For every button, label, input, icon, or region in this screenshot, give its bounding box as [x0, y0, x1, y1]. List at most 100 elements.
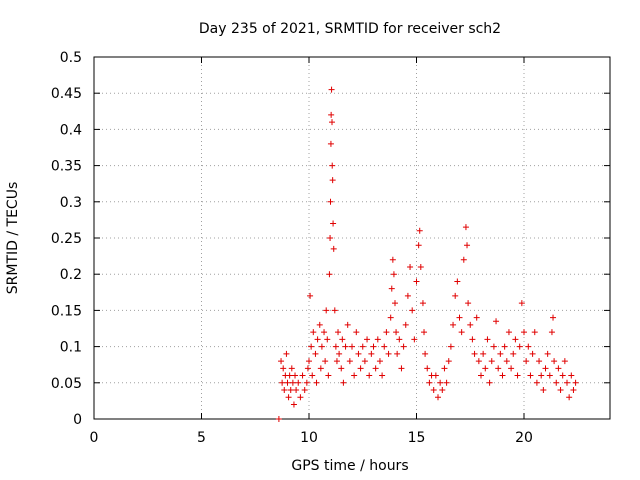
data-point: [568, 372, 575, 379]
plot-area: [93, 56, 611, 420]
data-point: [327, 140, 334, 147]
data-point: [279, 379, 286, 386]
data-point: [561, 358, 568, 365]
data-point: [462, 224, 469, 231]
data-point: [292, 372, 299, 379]
data-point: [454, 278, 461, 285]
data-point: [370, 343, 377, 350]
data-point: [336, 350, 343, 357]
data-point: [464, 242, 471, 249]
data-point: [443, 379, 450, 386]
data-point: [441, 365, 448, 372]
data-point: [469, 336, 476, 343]
data-point: [564, 379, 570, 386]
data-point: [331, 307, 338, 314]
data-point: [475, 358, 482, 365]
data-point: [411, 336, 418, 343]
data-point: [329, 162, 336, 169]
gridlines: [94, 57, 610, 419]
data-point: [310, 329, 317, 336]
data-point: [390, 271, 397, 278]
data-point: [295, 379, 302, 386]
x-tick-label: 15: [408, 430, 426, 446]
data-point: [327, 235, 334, 241]
data-point: [361, 358, 368, 365]
data-point: [432, 372, 439, 379]
data-point: [430, 387, 437, 394]
data-point: [409, 307, 416, 314]
plot-frame: [93, 56, 611, 420]
data-point: [327, 198, 334, 205]
data-point: [338, 365, 345, 372]
data-point: [288, 365, 295, 372]
data-point: [318, 343, 325, 350]
data-point: [435, 394, 441, 401]
data-point: [333, 358, 340, 365]
data-point: [357, 365, 364, 372]
data-point: [325, 372, 332, 379]
data-point: [478, 372, 484, 379]
data-point: [421, 329, 428, 336]
data-point: [293, 387, 300, 394]
data-point: [332, 343, 339, 350]
data-point: [376, 358, 383, 365]
data-point: [329, 177, 336, 184]
data-point: [566, 394, 573, 401]
data-point: [330, 220, 337, 227]
data-point: [460, 256, 467, 263]
data-point: [417, 263, 424, 270]
data-point: [546, 372, 553, 379]
data-point: [404, 292, 411, 299]
data-point: [559, 372, 566, 379]
x-tick-label: 10: [300, 430, 318, 446]
data-point: [557, 387, 564, 394]
data-point: [381, 343, 388, 350]
data-point: [499, 372, 506, 379]
y-tick-label: 0.5: [60, 50, 82, 66]
chart-title: Day 235 of 2021, SRMTID for receiver sch…: [199, 21, 501, 37]
x-tick-label: 20: [515, 430, 533, 446]
data-point: [445, 358, 452, 365]
x-tick-label: 5: [197, 430, 206, 446]
data-point: [400, 343, 407, 350]
data-point: [531, 329, 538, 336]
data-point: [284, 379, 291, 386]
data-point: [323, 307, 330, 314]
y-axis-ticks: 0 0.05 0.1 0.15 0.2 0.25 0.3 0.35 0.4 0.45 0.5: [51, 50, 610, 428]
data-point: [351, 372, 358, 379]
data-point: [387, 314, 394, 321]
data-point: [467, 321, 474, 328]
data-point: [518, 300, 525, 307]
data-point: [372, 365, 379, 372]
data-point: [313, 379, 320, 386]
data-point: [503, 358, 510, 365]
data-point: [329, 119, 336, 126]
data-point: [527, 372, 534, 379]
y-tick-label: 0.3: [60, 195, 82, 211]
data-point: [394, 350, 401, 357]
data-point: [488, 358, 495, 365]
data-point: [308, 343, 315, 350]
data-point: [392, 300, 398, 307]
data-point: [471, 350, 478, 357]
data-point: [339, 336, 346, 343]
data-point: [510, 350, 517, 357]
data-point: [536, 358, 543, 365]
data-point: [283, 350, 290, 357]
data-point: [314, 336, 321, 343]
data-point: [353, 329, 360, 336]
data-point: [447, 343, 454, 350]
data-point: [379, 372, 386, 379]
data-point: [495, 365, 502, 372]
data-point: [407, 263, 414, 270]
data-point: [355, 350, 362, 357]
data-point: [317, 365, 324, 372]
data-point: [393, 329, 400, 336]
data-point: [374, 336, 381, 343]
data-point: [550, 314, 557, 321]
data-point: [493, 318, 500, 325]
data-point: [289, 379, 296, 386]
data-point: [516, 343, 523, 350]
data-point: [326, 271, 333, 278]
data-point: [458, 329, 465, 336]
